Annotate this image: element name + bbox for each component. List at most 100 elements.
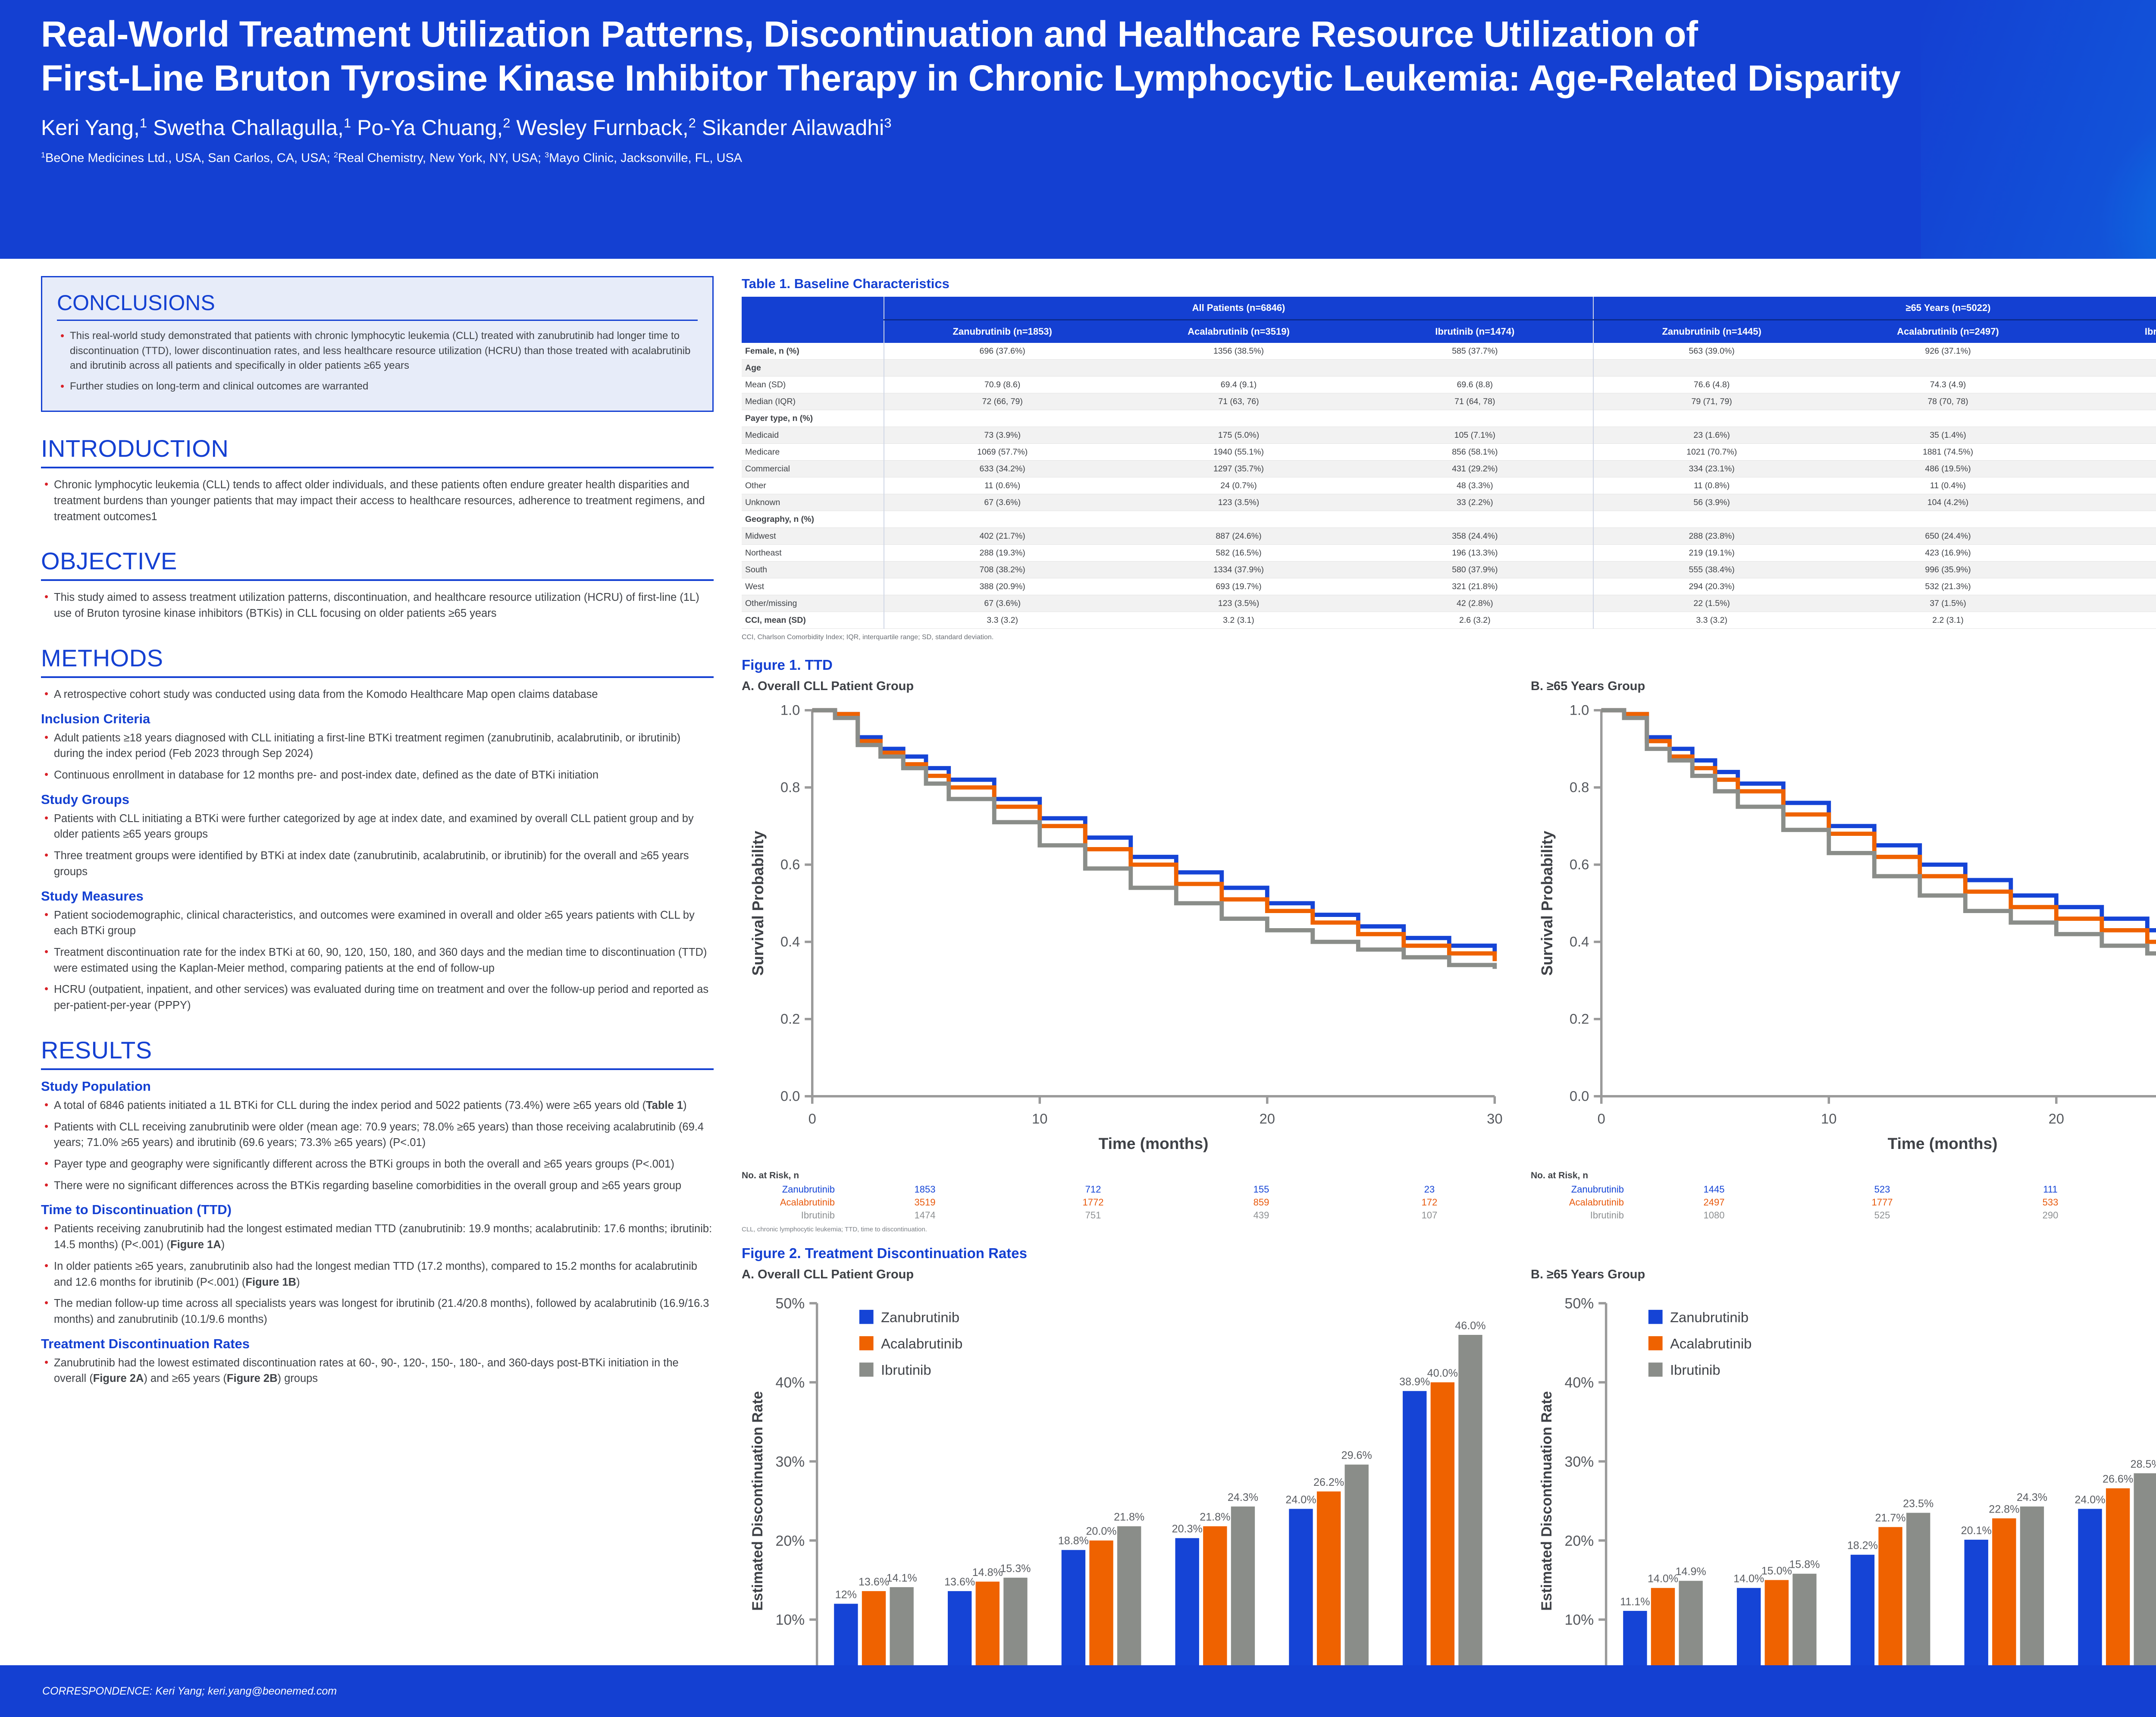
figure1b-risk-numbers: Zanubrutinib 1445 523 111 16 Acalabrutinib 249… [1531,1183,2156,1222]
list-item: A total of 6846 patients initiated a 1L … [41,1097,714,1114]
svg-text:12%: 12% [835,1589,857,1601]
table-cell [1120,359,1357,377]
figure1-panel-b-title: B. ≥65 Years Group [1531,679,1645,693]
figure1-panel-b: B. ≥65 Years Group 0.0 0.2 0.4 0.6 0.8 1.0 0 10… [1531,678,2156,1234]
table-cell: 693 (19.7%) [1120,578,1357,595]
table-cell: Medicare [742,443,884,461]
table-row: Northeast 288 (19.3%) 582 (16.5%) 196 (13.3… [742,544,2156,562]
table1-corner-cell [742,297,884,343]
table-cell: Female, n (%) [742,343,884,360]
table-row: Female, n (%) 696 (37.6%) 1356 (38.5%) 585 … [742,343,2156,360]
table-cell [1830,359,2066,377]
table-cell: 321 (21.8%) [1357,578,1593,595]
table1-col-header: Acalabrutinib (n=3519) [1120,320,1357,343]
left-column: CONCLUSIONS This real-world study demons… [41,276,714,1392]
figure1a-risk-table: No. at Risk, n Zanubrutinib 1853 712 155 23 A… [742,1171,1514,1222]
svg-text:20.1%: 20.1% [1961,1525,1992,1537]
introduction-heading: INTRODUCTION [41,434,714,469]
table-cell: 430 (39.8%) [2066,343,2156,360]
risk-series-name: Zanubrutinib [1571,1184,1624,1195]
figure1-note: CLL, chronic lymphocytic leukemia; TTD, … [742,1226,927,1234]
svg-text:Acalabrutinib: Acalabrutinib [881,1336,962,1352]
svg-text:0.4: 0.4 [780,933,800,949]
risk-series-name: Ibrutinib [801,1210,835,1221]
table-cell: 48 (3.3%) [1357,477,1593,494]
risk-value: 1080 [1703,1210,1725,1221]
risk-value: 101 [2134,1196,2156,1209]
table1-col-header: Ibrutinib (n=1080) [2066,320,2156,343]
risk-value: 3519 [914,1197,936,1208]
table-cell: 123 (3.5%) [1120,595,1357,612]
figure2-row: A. Overall CLL Patient Group 0%10%20%30%… [742,1266,2156,1717]
table-cell: Other [742,477,884,494]
table-row: Median (IQR) 72 (66, 79) 71 (63, 76) 71 (64… [742,393,2156,410]
risk-row: Acalabrutinib 3519 1772 859 172 [742,1196,1514,1209]
table-cell [1830,410,2066,427]
table-cell: 650 (24.4%) [1830,527,2066,545]
table-cell: 219 (19.1%) [1592,544,1830,562]
bar-svg: 0%10%20%30%40%50%11.1%14.0%14.9%60-Days1… [1539,1296,2156,1717]
table-cell: 37 (1.5%) [1830,595,2066,612]
author-list: Keri Yang,1 Swetha Challagulla,1 Po-Ya C… [41,115,892,140]
risk-value: 523 [1874,1184,1890,1195]
table1-col-header: Acalabrutinib (n=2497) [1830,320,2066,343]
table-cell: 1021 (70.7%) [1592,443,1830,461]
table-cell: 585 (37.7%) [1357,343,1593,360]
table-cell: 74.3 (4.9) [1830,376,2066,393]
risk-value: 172 [1421,1197,1438,1208]
table-cell: 42 (2.8%) [1357,595,1593,612]
table-cell: 74.0 (4.7) [2066,376,2156,393]
table-cell [1357,511,1593,528]
table-row: South 708 (38.2%) 1334 (37.9%) 580 (37.9%) 5… [742,561,2156,578]
svg-text:26.2%: 26.2% [1313,1476,1344,1488]
table-cell [883,359,1121,377]
svg-text:18.2%: 18.2% [1847,1540,1878,1552]
inclusion-criteria-list: Adult patients ≥18 years diagnosed with … [41,729,714,783]
list-item: Adult patients ≥18 years diagnosed with … [41,729,714,762]
table-cell: 75 (70, 78) [2066,393,2156,410]
risk-row: Zanubrutinib 1853 712 155 23 [742,1183,1514,1196]
list-item: Continuous enrollment in database for 12… [41,766,714,783]
svg-text:13.6%: 13.6% [944,1576,975,1588]
bar [1430,1382,1455,1699]
svg-text:0: 0 [1598,1111,1605,1127]
table-cell: 334 (23.1%) [1592,460,1830,477]
bar [1458,1335,1482,1699]
bar [2134,1473,2156,1699]
svg-text:24.0%: 24.0% [1285,1494,1316,1506]
table1-column-header-row: Zanubrutinib (n=1853) Acalabrutinib (n=35… [742,320,2156,343]
svg-text:23.5%: 23.5% [1903,1498,1934,1510]
svg-text:14.1%: 14.1% [887,1572,917,1584]
poster-header: Real-World Treatment Utilization Pattern… [0,0,2156,259]
table-cell: 926 (37.1%) [1830,343,2066,360]
table1-title: Table 1. Baseline Characteristics [742,276,950,291]
table-cell [2066,359,2156,377]
list-item: Zanubrutinib had the lowest estimated di… [41,1354,714,1387]
list-item: Patients with CLL receiving zanubrutinib… [41,1118,714,1151]
svg-text:11.1%: 11.1% [1620,1596,1650,1608]
table1-body: Female, n (%) 696 (37.6%) 1356 (38.5%) 585 … [742,343,2156,629]
table-cell: 288 (19.3%) [883,544,1121,562]
table-cell: 708 (38.2%) [883,561,1121,578]
svg-text:22.8%: 22.8% [1989,1504,2019,1516]
table-cell: 1881 (74.5%) [1830,443,2066,461]
svg-text:21.8%: 21.8% [1200,1511,1230,1523]
risk-value: 16 [2134,1183,2156,1196]
risk-series-name: Ibrutinib [1590,1210,1624,1221]
table1-col-header: Ibrutinib (n=1474) [1357,320,1593,343]
svg-text:30%: 30% [776,1454,805,1470]
figure2-panel-a: A. Overall CLL Patient Group 0%10%20%30%… [742,1266,1514,1717]
discontinuation-rates-list: Zanubrutinib had the lowest estimated di… [41,1354,714,1387]
table-cell: 272 (25.2%) [2066,527,2156,545]
table-cell: Median (IQR) [742,393,884,410]
table-cell: 3.3 (3.2) [1592,612,1830,629]
table-cell [2066,410,2156,427]
bar [1403,1391,1427,1699]
table-row: West 388 (20.9%) 693 (19.7%) 321 (21.8%) 294… [742,578,2156,595]
svg-text:Time (months): Time (months) [1888,1134,1998,1152]
svg-text:30%: 30% [1565,1454,1594,1470]
results-heading: RESULTS [41,1036,714,1070]
table-row: Commercial 633 (34.2%) 1297 (35.7%) 431 (29… [742,460,2156,477]
list-item: Patients receiving zanubrutinib had the … [41,1220,714,1252]
